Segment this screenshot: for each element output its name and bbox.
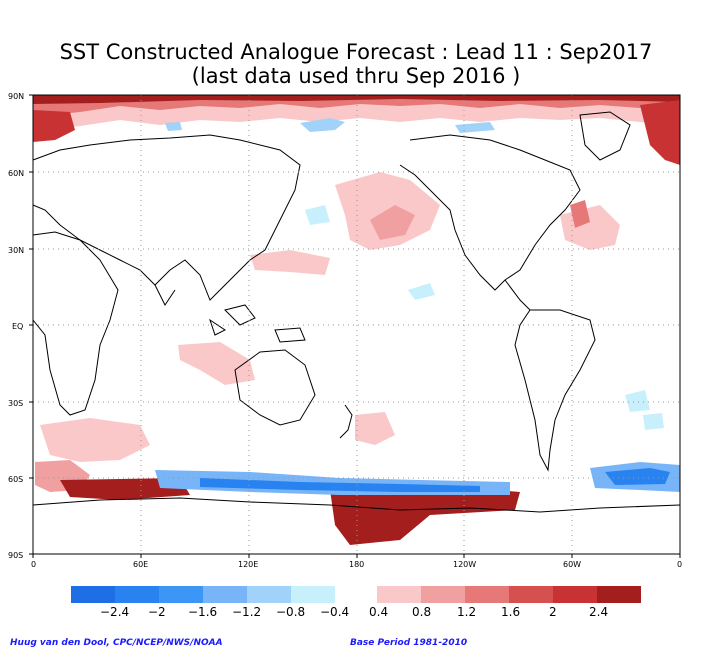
antarctica-coast <box>32 497 681 513</box>
kuroshio-warm <box>250 250 330 275</box>
lon-label-120w: 120W <box>453 560 476 569</box>
colorbar-label-1-6: 1.6 <box>501 605 520 619</box>
base-period-text: Base Period 1981-2010 <box>350 638 468 648</box>
arctic-warm-strong <box>33 95 680 104</box>
negative-anomaly-regions <box>155 118 680 495</box>
lon-label-60e: 60E <box>133 560 148 569</box>
colorbar-pos-6 <box>597 586 641 603</box>
greenland-sea-warm <box>640 100 680 165</box>
north-pacific-warm-mid <box>370 205 415 240</box>
colorbar-neg-5 <box>247 586 291 603</box>
south-atlantic-cool-2 <box>643 413 664 430</box>
colorbar-pos-1 <box>377 586 421 603</box>
tasman-warm <box>355 412 395 445</box>
title-line-2: (last data used thru Sep 2016 ) <box>191 64 521 88</box>
colorbar-label-neg-0-8: −0.8 <box>276 605 305 619</box>
weddell-warm <box>60 478 190 500</box>
colorbar-label-neg-0-4: −0.4 <box>320 605 349 619</box>
arctic-cool-3 <box>455 122 495 133</box>
colorbar-label-2: 2 <box>549 605 557 619</box>
india-coast <box>154 284 176 306</box>
lat-label-30s: 30S <box>8 399 23 408</box>
colorbar-label-2-4: 2.4 <box>589 605 608 619</box>
colorbar-neg-3 <box>159 586 203 603</box>
kuroshio-cool <box>305 205 330 225</box>
south-america-coast <box>514 309 596 472</box>
north-atlantic-warm-mid <box>570 200 590 228</box>
map-background <box>33 95 680 554</box>
lat-label-90n: 90N <box>8 92 24 101</box>
greenland-coast <box>579 111 631 161</box>
colorbar-neg-1 <box>71 586 115 603</box>
africa-coast <box>32 231 119 416</box>
lon-label-60w: 60W <box>563 560 581 569</box>
ross-sea-warm <box>330 488 520 545</box>
colorbar-label-neg-1-6: −1.6 <box>188 605 217 619</box>
north-america-coast <box>399 134 581 291</box>
lat-label-90s: 90S <box>8 551 23 560</box>
colorbar-label-neg-2: −2 <box>148 605 166 619</box>
central-america-coast <box>504 279 531 311</box>
colorbar-neg-4 <box>203 586 247 603</box>
arctic-cool-1 <box>300 118 345 132</box>
lat-label-30n: 30N <box>8 246 24 255</box>
borneo-coast <box>224 304 256 326</box>
colorbar-neg-2 <box>115 586 159 603</box>
colorbar-label-neg-2-4: −2.4 <box>100 605 129 619</box>
colorbar-pos-4 <box>509 586 553 603</box>
lon-label-0-left: 0 <box>31 560 36 569</box>
colorbar-label-0-8: 0.8 <box>412 605 431 619</box>
title-line-1: SST Constructed Analogue Forecast : Lead… <box>59 40 653 64</box>
lat-label-eq: EQ <box>12 322 23 331</box>
colorbar-pos-3 <box>465 586 509 603</box>
credit-text: Huug van den Dool, CPC/NCEP/NWS/NOAA <box>10 638 223 648</box>
lon-label-180: 180 <box>349 560 364 569</box>
positive-anomaly-regions <box>33 95 680 545</box>
colorbar-label-neg-1-2: −1.2 <box>232 605 261 619</box>
coastlines <box>32 111 681 513</box>
colorbar: −2.4 −2 −1.6 −1.2 −0.8 −0.4 0.4 0.8 1.2 … <box>71 586 641 619</box>
colorbar-label-1-2: 1.2 <box>457 605 476 619</box>
lat-label-60n: 60N <box>8 169 24 178</box>
southern-ocean-cool-strong <box>200 478 480 492</box>
lon-label-0-right: 0 <box>677 560 682 569</box>
new-guinea-coast <box>274 327 306 343</box>
new-zealand-coast <box>339 404 353 439</box>
colorbar-label-0-4: 0.4 <box>369 605 388 619</box>
south-atlantic-warm <box>40 418 150 462</box>
lon-label-120e: 120E <box>238 560 258 569</box>
barents-warm <box>33 110 75 142</box>
south-atlantic-sector-cool-strong <box>605 468 670 485</box>
colorbar-pos-2 <box>421 586 465 603</box>
colorbar-pos-5 <box>553 586 597 603</box>
lat-label-60s: 60S <box>8 475 23 484</box>
colorbar-neg-6 <box>291 586 335 603</box>
axis-ticks <box>29 94 681 558</box>
australia-coast <box>234 349 316 426</box>
sumatra-coast <box>209 318 226 336</box>
arctic-cool-2 <box>165 122 182 131</box>
south-atlantic-cool-1 <box>625 390 650 412</box>
eurasia-coast <box>32 134 301 301</box>
east-pacific-cool <box>408 283 435 300</box>
